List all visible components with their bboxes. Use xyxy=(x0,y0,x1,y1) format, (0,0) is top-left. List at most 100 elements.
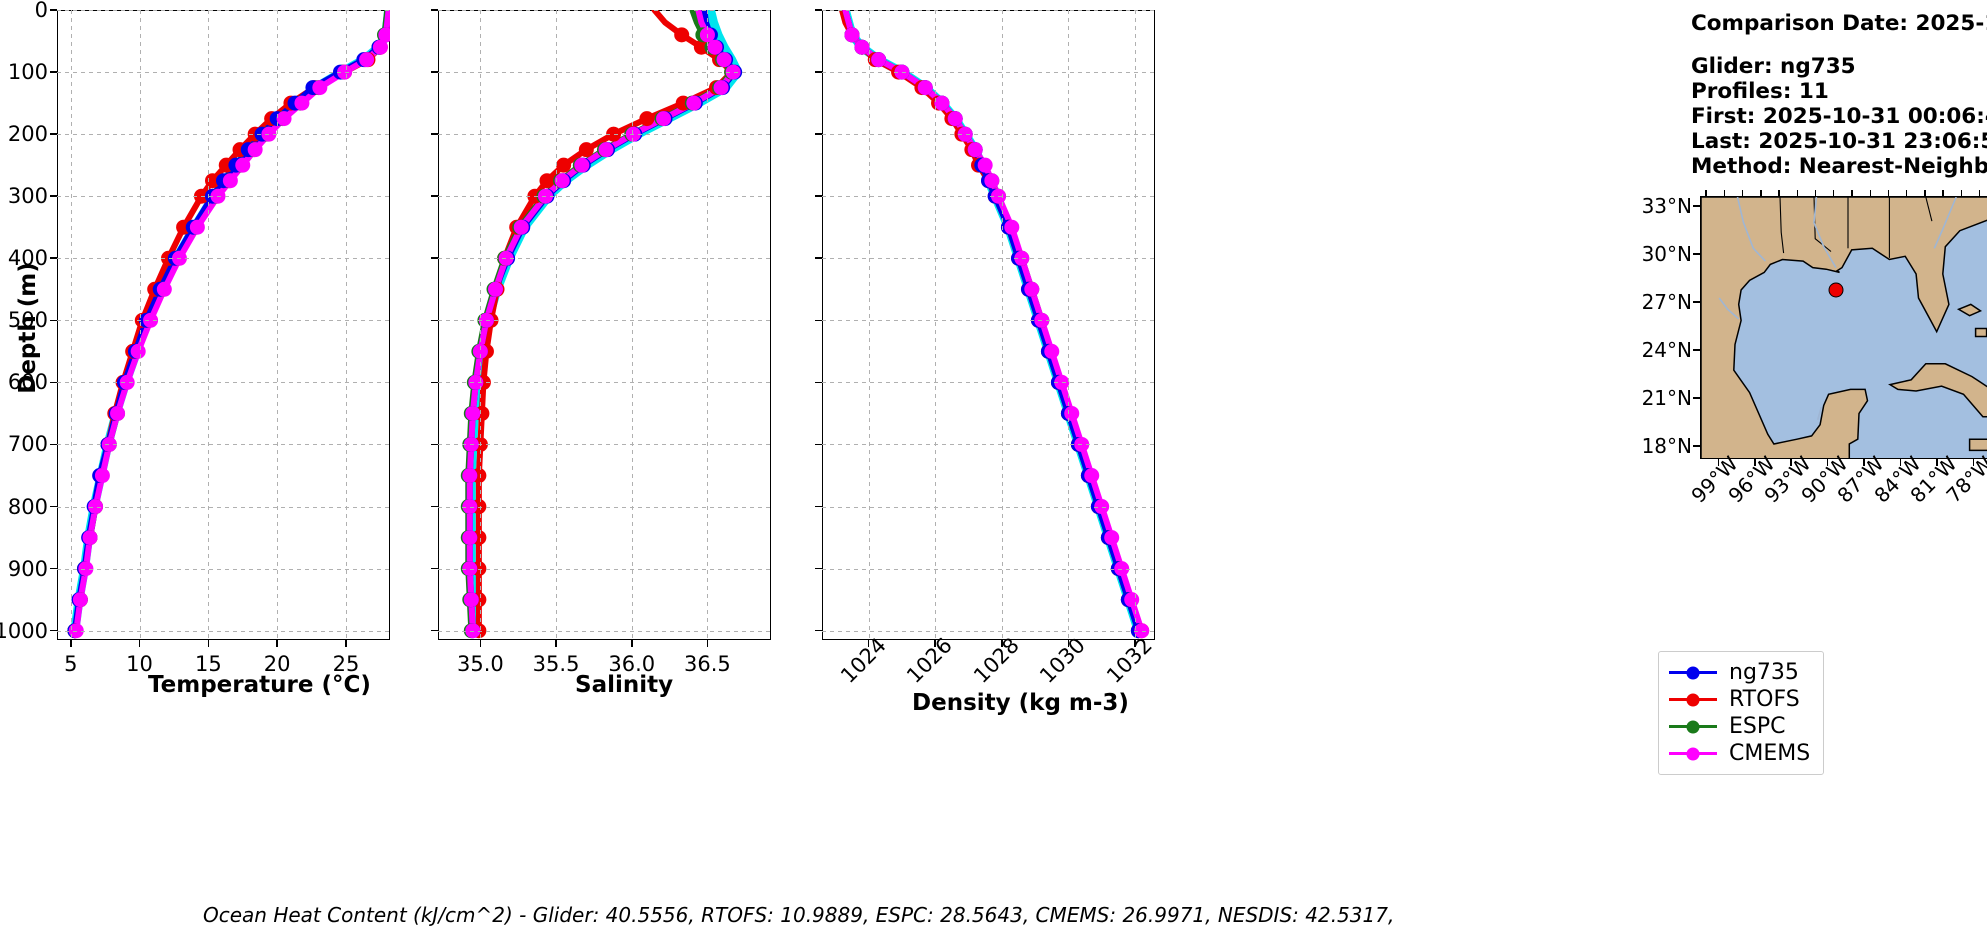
y-tickmark xyxy=(431,71,438,73)
gridline-vertical xyxy=(707,10,709,640)
y-tickmark xyxy=(815,629,822,632)
first-profile-text: First: 2025-10-31 00:06:40 xyxy=(1691,104,1987,129)
gridline-horizontal xyxy=(438,506,771,508)
legend-item-rtofs[interactable]: RTOFS xyxy=(1669,686,1809,713)
legend-swatch-cmems xyxy=(1669,745,1717,763)
gridline-horizontal xyxy=(57,10,390,11)
y-tickmark xyxy=(815,505,822,508)
y-tickmark xyxy=(815,567,822,570)
depth-tick-label: 1000 xyxy=(0,618,48,643)
x-tickmark xyxy=(934,640,936,647)
gridline-horizontal xyxy=(822,568,1155,570)
depth-tick-label: 0 xyxy=(34,0,48,22)
map-landmass xyxy=(1701,197,1987,458)
y-tickmark xyxy=(50,257,57,260)
y-tickmark xyxy=(431,257,438,260)
x-tickmark xyxy=(207,640,210,647)
series-marker-CMEMS xyxy=(1044,343,1060,359)
map-lat-tickmark xyxy=(1693,253,1700,255)
legend-item-cmems[interactable]: CMEMS xyxy=(1669,740,1811,767)
series-marker-CMEMS xyxy=(686,95,702,111)
y-tickmark xyxy=(50,195,57,197)
glider-location-map[interactable] xyxy=(1700,196,1987,459)
series-marker-CMEMS xyxy=(713,80,729,96)
y-tickmark xyxy=(431,443,438,446)
gridline-vertical xyxy=(480,10,482,640)
gridline-horizontal xyxy=(438,320,771,322)
x-tickmark xyxy=(555,640,557,647)
gridline-vertical xyxy=(277,10,279,640)
map-lat-label: 21°N xyxy=(1641,386,1692,411)
gridline-horizontal xyxy=(822,10,1155,11)
x-tickmark xyxy=(1134,640,1136,647)
gridline-horizontal xyxy=(822,72,1155,74)
legend-swatch-espc xyxy=(1669,718,1717,736)
map-minor-tickmark xyxy=(1924,190,1926,196)
map-river xyxy=(1718,297,1740,320)
gridline-horizontal xyxy=(57,444,390,446)
series-marker-CMEMS xyxy=(235,157,251,173)
density-panel xyxy=(822,10,1155,640)
series-marker-CMEMS xyxy=(844,27,860,43)
gridline-horizontal xyxy=(57,382,390,384)
map-lat-label: 24°N xyxy=(1641,337,1692,362)
map-minor-tickmark xyxy=(1978,190,1981,196)
gridline-horizontal xyxy=(438,382,771,384)
depth-tick-label: 700 xyxy=(7,432,48,457)
map-lat-label: 30°N xyxy=(1641,241,1692,266)
gridline-vertical xyxy=(1068,10,1070,640)
series-marker-CMEMS xyxy=(110,405,126,421)
last-profile-text: Last: 2025-10-31 23:06:57 xyxy=(1691,129,1987,154)
y-tickmark xyxy=(431,629,438,632)
series-legend: ng735 RTOFS ESPC CMEMS xyxy=(1658,651,1824,775)
legend-swatch-rtofs xyxy=(1669,691,1717,709)
gridline-horizontal xyxy=(57,72,390,74)
gridline-horizontal xyxy=(438,630,771,632)
gridline-horizontal xyxy=(57,258,390,260)
x-tick-label: 20 xyxy=(263,652,291,676)
temperature-panel xyxy=(57,10,390,640)
map-landmass xyxy=(1888,363,1987,418)
gridline-horizontal xyxy=(438,444,771,446)
y-tickmark xyxy=(815,319,822,322)
gridline-horizontal xyxy=(438,72,771,74)
series-marker-CMEMS xyxy=(294,95,310,111)
series-marker-CMEMS xyxy=(1024,281,1040,297)
x-tickmark xyxy=(345,640,347,647)
glider-position-marker xyxy=(1828,282,1844,298)
series-line-CMEMS xyxy=(73,10,390,634)
x-tick-label: 36.0 xyxy=(608,652,656,676)
series-marker-CMEMS xyxy=(1004,219,1020,235)
gridline-horizontal xyxy=(822,630,1155,632)
map-lon-tickmark xyxy=(1899,459,1902,466)
gridline-vertical xyxy=(208,10,210,640)
series-marker-RTOFS xyxy=(693,39,709,55)
legend-item-ng735[interactable]: ng735 xyxy=(1669,659,1809,686)
depth-tick-label: 300 xyxy=(7,184,48,209)
depth-tick-label: 200 xyxy=(7,122,48,147)
x-tick-label: 35.5 xyxy=(532,652,580,676)
series-marker-RTOFS xyxy=(578,142,594,158)
series-marker-CMEMS xyxy=(143,312,159,328)
series-marker-CMEMS xyxy=(656,111,672,127)
gridline-horizontal xyxy=(57,196,390,198)
legend-label: CMEMS xyxy=(1729,741,1811,766)
legend-item-espc[interactable]: ESPC xyxy=(1669,713,1809,740)
series-marker-CMEMS xyxy=(1104,530,1120,546)
method-text: Method: Nearest-Neighbor xyxy=(1691,154,1987,179)
x-tick-label: 1032 xyxy=(1102,633,1157,688)
series-marker-CMEMS xyxy=(917,80,933,96)
map-lat-label: 27°N xyxy=(1641,289,1692,314)
map-landmass xyxy=(1968,438,1987,452)
legend-label: RTOFS xyxy=(1729,687,1800,712)
map-state-border xyxy=(1779,197,1785,254)
gridline-vertical xyxy=(868,10,870,640)
gridline-vertical xyxy=(1135,10,1137,640)
x-tick-label: 25 xyxy=(332,652,360,676)
series-marker-CMEMS xyxy=(189,219,205,235)
x-tick-label: 35.0 xyxy=(456,652,504,676)
glider-name-text: Glider: ng735 xyxy=(1691,54,1856,79)
gridline-vertical xyxy=(70,10,72,640)
gridline-vertical xyxy=(935,10,937,640)
series-marker-CMEMS xyxy=(1084,468,1100,484)
